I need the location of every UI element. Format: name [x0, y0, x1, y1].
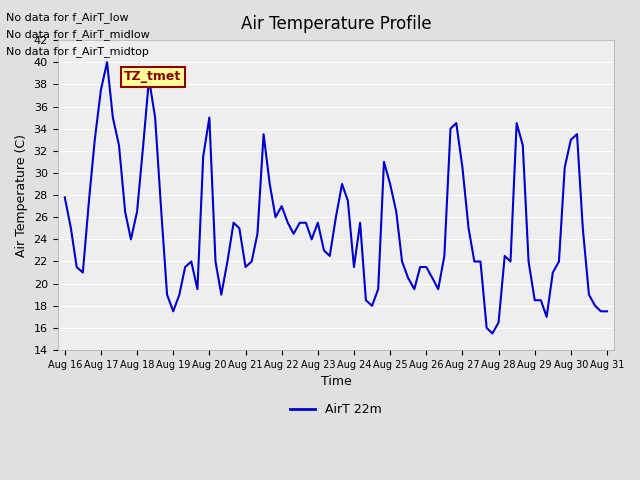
Title: Air Temperature Profile: Air Temperature Profile — [241, 15, 431, 33]
AirT 22m — [193, 286, 201, 292]
X-axis label: Time: Time — [321, 375, 351, 388]
Y-axis label: Air Temperature (C): Air Temperature (C) — [15, 133, 28, 257]
AirT 22m — [61, 194, 68, 200]
Line: AirT 22m: AirT 22m — [65, 62, 607, 334]
Text: TZ_tmet: TZ_tmet — [124, 71, 182, 84]
Text: No data for f_AirT_low: No data for f_AirT_low — [6, 12, 129, 23]
AirT 22m — [133, 209, 141, 215]
AirT 22m — [531, 297, 539, 303]
Text: No data for f_AirT_midtop: No data for f_AirT_midtop — [6, 46, 149, 57]
AirT 22m — [103, 60, 111, 65]
AirT 22m — [205, 115, 213, 120]
AirT 22m — [380, 159, 388, 165]
Text: No data for f_AirT_midlow: No data for f_AirT_midlow — [6, 29, 150, 40]
AirT 22m — [488, 331, 496, 336]
AirT 22m — [597, 309, 605, 314]
AirT 22m — [603, 309, 611, 314]
Legend: AirT 22m: AirT 22m — [285, 398, 387, 421]
